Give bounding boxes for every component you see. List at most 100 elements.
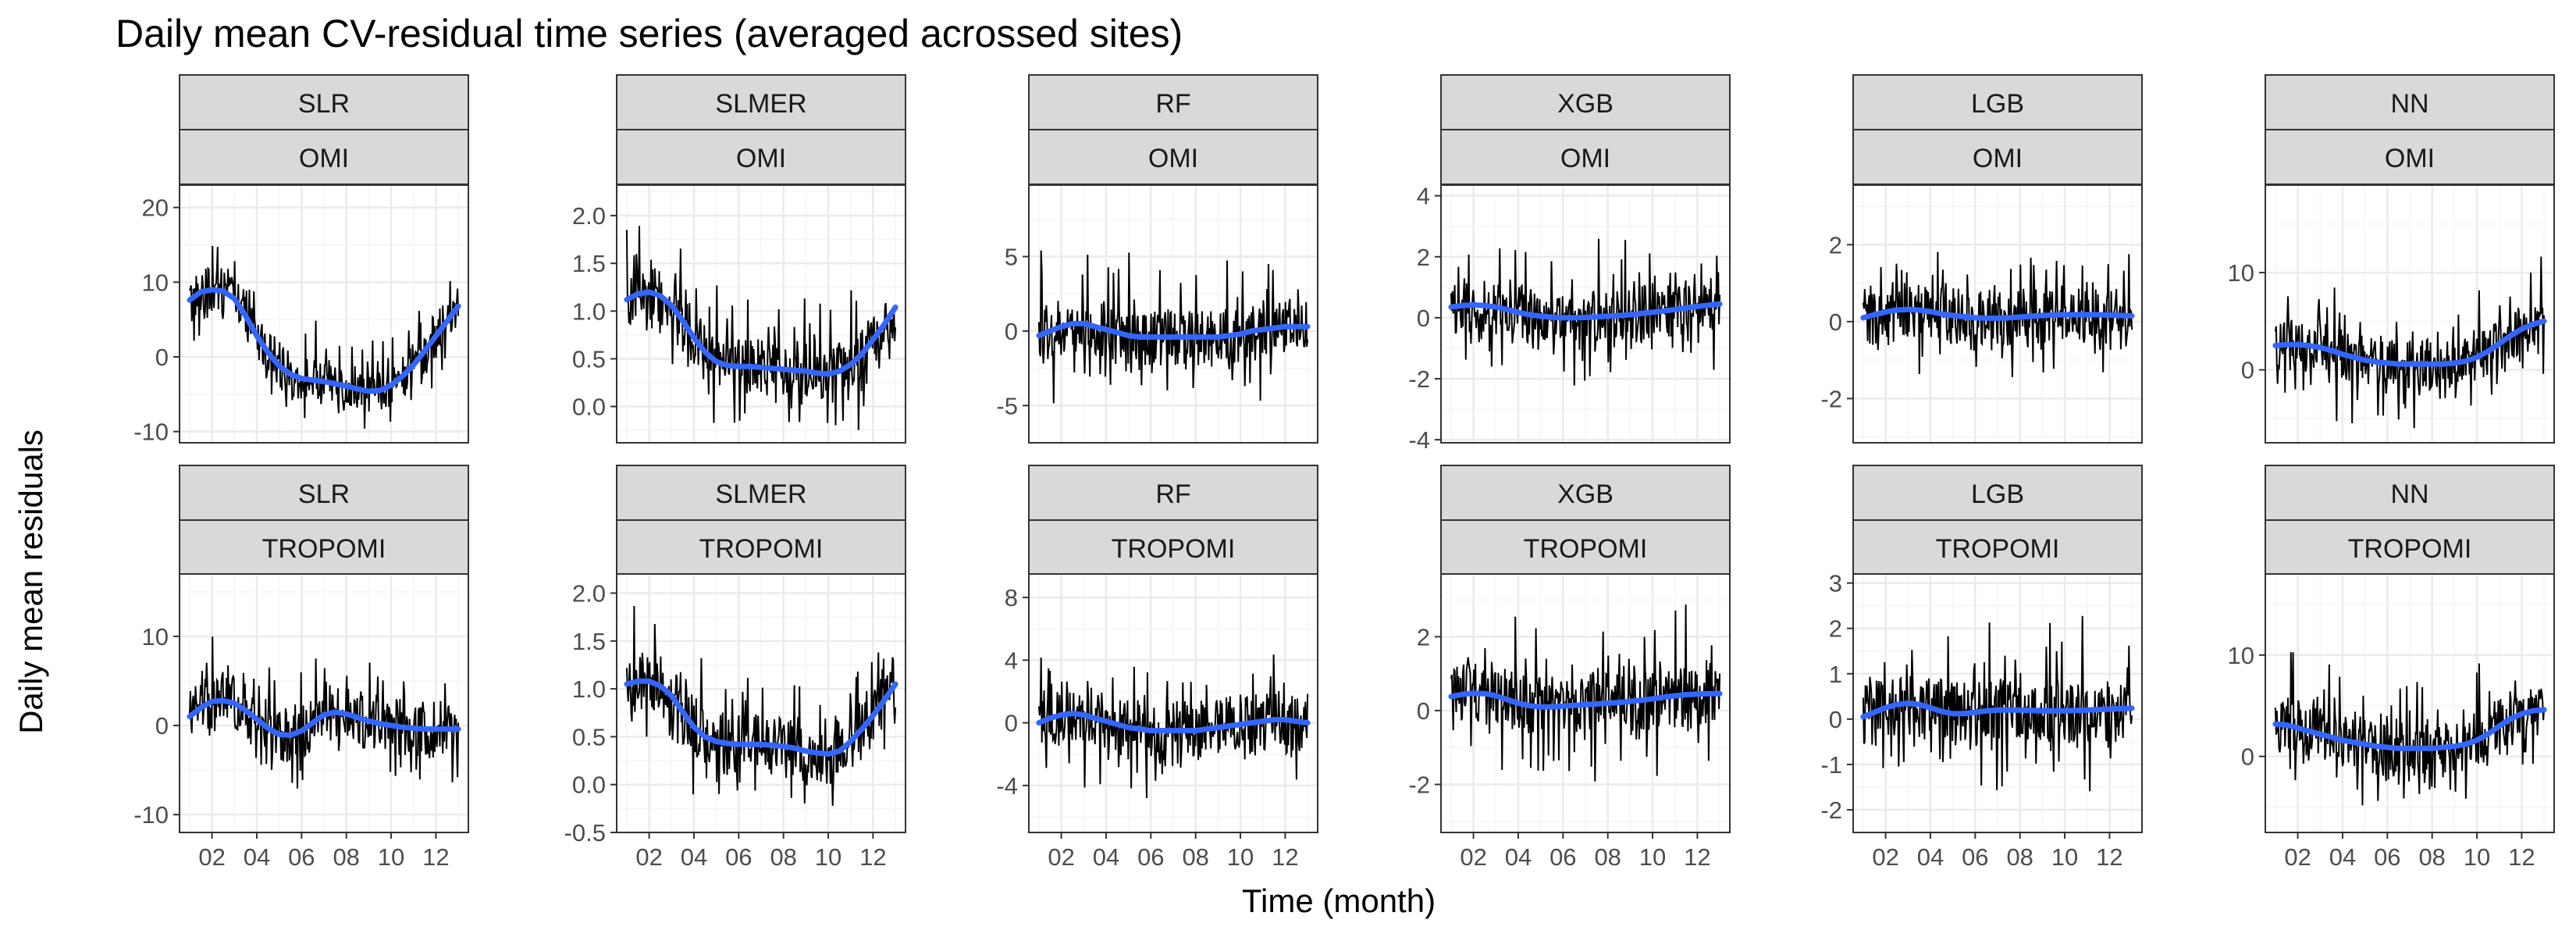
y-tick-label: -5 <box>996 392 1018 419</box>
y-tick-label: 0 <box>155 712 169 740</box>
y-tick-label: 1.0 <box>572 298 606 325</box>
x-tick-label: 06 <box>1550 843 1576 871</box>
facet-strip-satellite <box>1028 129 1318 185</box>
series-daily-residuals <box>1037 250 1309 404</box>
facet-strip-model-label: XGB <box>1557 479 1614 509</box>
y-tick-label: 3 <box>1829 570 1842 597</box>
x-tick-label: 12 <box>422 843 449 871</box>
x-tick-label: 08 <box>2006 843 2033 871</box>
x-tick-label: 08 <box>1182 843 1208 871</box>
facet-panel-xgb-omi: XGB OMI -4 -2 0 2 4 <box>1408 74 1731 454</box>
panel-border <box>1440 184 1731 444</box>
facet-strip-satellite <box>2265 129 2555 185</box>
series-smooth-trend <box>187 287 461 394</box>
panel-border <box>179 184 469 444</box>
series-daily-residuals <box>1450 604 1721 782</box>
series-smooth-trend <box>1448 690 1723 710</box>
facet-strip-model-label: LGB <box>1971 479 2024 509</box>
x-tick-label: 10 <box>2051 843 2078 871</box>
facet-strip-satellite <box>616 519 906 576</box>
y-tick-label: 0 <box>1829 308 1842 336</box>
panel-border <box>1852 573 2143 833</box>
series-daily-residuals <box>625 226 897 430</box>
y-tick-label: 0 <box>1005 710 1018 737</box>
facet-strip-model-label: LGB <box>1971 89 2024 119</box>
facet-strip-model-label: XGB <box>1557 89 1614 119</box>
y-tick-label: 4 <box>1005 647 1018 674</box>
series-smooth-trend <box>2272 318 2547 367</box>
y-tick-label: 0.0 <box>572 394 606 421</box>
y-tick-label: 0 <box>1417 697 1430 725</box>
y-tick-label: -2 <box>1408 365 1430 393</box>
facet-strip-model <box>179 465 469 521</box>
facet-panel-lgb-omi: LGB OMI -2 0 2 <box>1820 74 2143 444</box>
series-daily-residuals <box>625 605 897 806</box>
facet-strip-model-label: SLR <box>298 89 350 119</box>
x-tick-label: 10 <box>815 843 841 871</box>
panel-border <box>616 184 906 444</box>
facet-strip-model <box>179 74 469 130</box>
series-smooth-trend <box>1860 306 2135 321</box>
series-smooth-trend <box>1036 320 1311 340</box>
x-tick-label: 02 <box>635 843 662 871</box>
x-tick-label: 04 <box>2329 843 2356 871</box>
x-tick-label: 04 <box>1505 843 1532 871</box>
facet-strip-satellite-label: TROPOMI <box>1524 534 1648 564</box>
facet-strip-model-label: NN <box>2390 479 2428 509</box>
y-tick-label: 10 <box>2228 259 2254 287</box>
facet-strip-model-label: RF <box>1155 479 1190 509</box>
x-tick-label: 10 <box>2464 843 2490 871</box>
y-tick-label: 1.0 <box>572 675 606 703</box>
y-tick-label: 5 <box>1005 244 1018 271</box>
y-tick-label: -10 <box>133 801 169 829</box>
x-tick-label: 12 <box>859 843 886 871</box>
series-smooth-trend <box>2272 707 2547 751</box>
x-tick-label: 10 <box>1227 843 1254 871</box>
y-tick-label: -2 <box>1408 772 1430 799</box>
panel-border <box>1028 573 1318 833</box>
x-tick-label: 04 <box>244 843 270 871</box>
facet-strip-satellite <box>616 129 906 185</box>
panel-border <box>1028 184 1318 444</box>
facet-strip-satellite-label: OMI <box>736 144 786 173</box>
x-axis-label: Time (month) <box>1242 882 1436 919</box>
panel-border <box>179 573 469 833</box>
facet-strip-satellite-label: OMI <box>1148 144 1198 173</box>
series-daily-residuals <box>2274 256 2546 429</box>
y-tick-label: -2 <box>1820 385 1842 412</box>
facet-strip-satellite-label: OMI <box>2385 144 2435 173</box>
y-tick-label: 0.5 <box>572 345 606 372</box>
y-tick-label: 0 <box>1005 318 1018 345</box>
y-tick-label: 10 <box>2228 642 2254 669</box>
y-tick-label: 0.0 <box>572 772 606 799</box>
facet-strip-satellite-label: TROPOMI <box>262 534 386 564</box>
y-tick-label: 1.5 <box>572 250 606 277</box>
series-smooth-trend <box>1448 301 1723 321</box>
panel-border <box>1440 573 1731 833</box>
x-tick-label: 02 <box>1872 843 1898 871</box>
x-tick-label: 06 <box>725 843 752 871</box>
x-tick-label: 02 <box>2284 843 2311 871</box>
series-smooth-trend <box>1860 700 2135 720</box>
y-tick-label: -4 <box>1408 426 1430 454</box>
facet-strip-model <box>1028 465 1318 521</box>
panel-border <box>2265 573 2555 833</box>
y-tick-label: 0 <box>1829 706 1842 733</box>
y-tick-label: 2 <box>1417 623 1430 651</box>
y-axis-label: Daily mean residuals <box>12 430 49 734</box>
facet-strip-model-label: NN <box>2390 89 2428 119</box>
facet-strip-satellite-label: TROPOMI <box>699 534 824 564</box>
y-tick-label: 8 <box>1005 584 1018 611</box>
y-tick-label: 10 <box>142 269 169 296</box>
y-tick-label: 0 <box>1417 305 1430 332</box>
chart-title: Daily mean CV-residual time series (aver… <box>116 12 1183 55</box>
panel-border <box>616 573 906 833</box>
facet-strip-satellite <box>1440 129 1731 185</box>
x-tick-label: 08 <box>1594 843 1621 871</box>
facet-panel-slr-omi: SLR OMI -10 0 10 20 <box>133 74 469 446</box>
series-daily-residuals <box>1037 654 1309 799</box>
